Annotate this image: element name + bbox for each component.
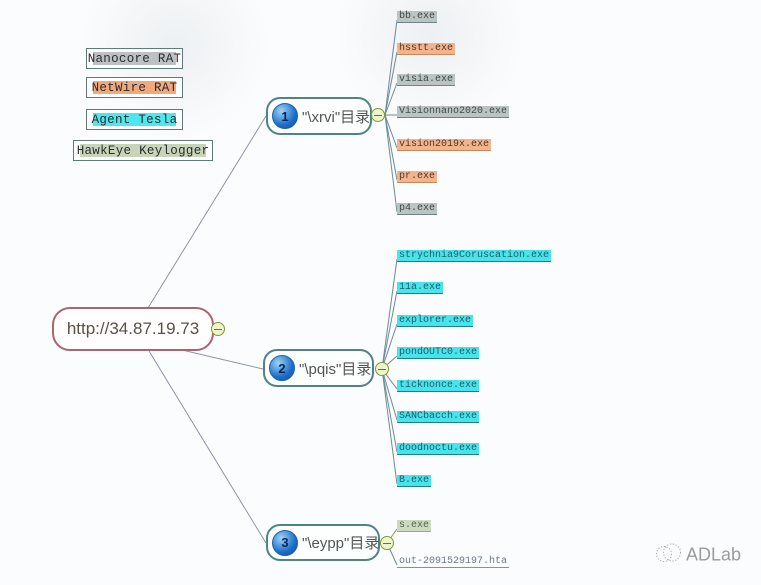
svg-text:ADLab: ADLab <box>686 545 741 565</box>
